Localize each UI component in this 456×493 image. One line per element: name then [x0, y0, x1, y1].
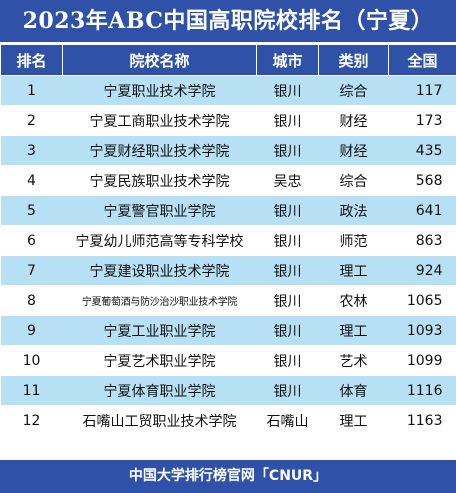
school-name-cell: 石嘴山工贸职业技术学院: [62, 405, 257, 436]
school-name-cell: 宁夏工商职业技术学院: [62, 105, 257, 136]
national-rank-cell: 1065: [388, 285, 456, 316]
column-header-city: 城市: [256, 44, 319, 76]
rank-cell: 4: [0, 165, 63, 196]
table-row: 5 宁夏警官职业学院 银川 政法 641: [0, 195, 456, 226]
rank-cell: 1: [0, 75, 63, 106]
national-rank-cell: 117: [388, 75, 456, 106]
national-rank-cell: 568: [388, 165, 456, 196]
national-rank-cell: 1093: [388, 315, 456, 346]
column-header-national: 全国: [388, 44, 456, 76]
category-cell: 体育: [318, 375, 389, 406]
category-cell: 政法: [318, 195, 389, 226]
category-cell: 综合: [318, 165, 389, 196]
school-name-cell: 宁夏葡萄酒与防沙治沙职业技术学院: [62, 285, 257, 316]
category-cell: 综合: [318, 75, 389, 106]
city-cell: 银川: [256, 375, 319, 406]
school-name-cell: 宁夏工业职业学院: [62, 315, 257, 346]
school-name-cell: 宁夏职业技术学院: [62, 75, 257, 106]
national-rank-cell: 1099: [388, 345, 456, 376]
table-header-row: 排名 院校名称 城市 类别 全国: [0, 44, 456, 76]
category-cell: 艺术: [318, 345, 389, 376]
table-row: 3 宁夏财经职业技术学院 银川 财经 435: [0, 135, 456, 166]
school-name-cell: 宁夏财经职业技术学院: [62, 135, 257, 166]
city-cell: 银川: [256, 75, 319, 106]
table-row: 10 宁夏艺术职业学院 银川 艺术 1099: [0, 345, 456, 376]
footer-source: 中国大学排行榜官网「CNUR」: [0, 460, 456, 493]
rank-cell: 3: [0, 135, 63, 166]
column-header-school: 院校名称: [62, 44, 257, 76]
rank-cell: 5: [0, 195, 63, 226]
school-name-cell: 宁夏艺术职业学院: [62, 345, 257, 376]
category-cell: 理工: [318, 405, 389, 436]
category-cell: 理工: [318, 315, 389, 346]
city-cell: 银川: [256, 225, 319, 256]
table-row: 1 宁夏职业技术学院 银川 综合 117: [0, 75, 456, 106]
city-cell: 银川: [256, 195, 319, 226]
page-title: 2023年ABC中国高职院校排名（宁夏）: [0, 0, 456, 42]
table-row: 11 宁夏体育职业学院 银川 体育 1116: [0, 375, 456, 406]
rank-cell: 8: [0, 285, 63, 316]
city-cell: 银川: [256, 255, 319, 286]
city-cell: 银川: [256, 315, 319, 346]
table-row: 2 宁夏工商职业技术学院 银川 财经 173: [0, 105, 456, 136]
category-cell: 理工: [318, 255, 389, 286]
rank-cell: 6: [0, 225, 63, 256]
rank-cell: 9: [0, 315, 63, 346]
category-cell: 农林: [318, 285, 389, 316]
table-row: 6 宁夏幼儿师范高等专科学校 银川 师范 863: [0, 225, 456, 256]
national-rank-cell: 1163: [388, 405, 456, 436]
column-header-rank: 排名: [0, 44, 63, 76]
ranking-table: 排名 院校名称 城市 类别 全国 1 宁夏职业技术学院 银川 综合 117 2 …: [0, 44, 456, 436]
national-rank-cell: 435: [388, 135, 456, 166]
school-name-cell: 宁夏幼儿师范高等专科学校: [62, 225, 257, 256]
school-name-cell: 宁夏民族职业技术学院: [62, 165, 257, 196]
table-row: 12 石嘴山工贸职业技术学院 石嘴山 理工 1163: [0, 405, 456, 436]
table-row: 7 宁夏建设职业技术学院 银川 理工 924: [0, 255, 456, 286]
national-rank-cell: 924: [388, 255, 456, 286]
category-cell: 财经: [318, 135, 389, 166]
school-name-cell: 宁夏警官职业学院: [62, 195, 257, 226]
national-rank-cell: 1116: [388, 375, 456, 406]
national-rank-cell: 173: [388, 105, 456, 136]
category-cell: 财经: [318, 105, 389, 136]
category-cell: 师范: [318, 225, 389, 256]
rank-cell: 7: [0, 255, 63, 286]
city-cell: 银川: [256, 105, 319, 136]
city-cell: 银川: [256, 285, 319, 316]
city-cell: 银川: [256, 135, 319, 166]
school-name-cell: 宁夏建设职业技术学院: [62, 255, 257, 286]
rank-cell: 11: [0, 375, 63, 406]
rank-cell: 10: [0, 345, 63, 376]
table-row: 8 宁夏葡萄酒与防沙治沙职业技术学院 银川 农林 1065: [0, 285, 456, 316]
column-header-category: 类别: [318, 44, 389, 76]
table-row: 4 宁夏民族职业技术学院 吴忠 综合 568: [0, 165, 456, 196]
table-row: 9 宁夏工业职业学院 银川 理工 1093: [0, 315, 456, 346]
school-name-cell: 宁夏体育职业学院: [62, 375, 257, 406]
rank-cell: 2: [0, 105, 63, 136]
city-cell: 吴忠: [256, 165, 319, 196]
national-rank-cell: 641: [388, 195, 456, 226]
national-rank-cell: 863: [388, 225, 456, 256]
rank-cell: 12: [0, 405, 63, 436]
city-cell: 银川: [256, 345, 319, 376]
city-cell: 石嘴山: [256, 405, 319, 436]
